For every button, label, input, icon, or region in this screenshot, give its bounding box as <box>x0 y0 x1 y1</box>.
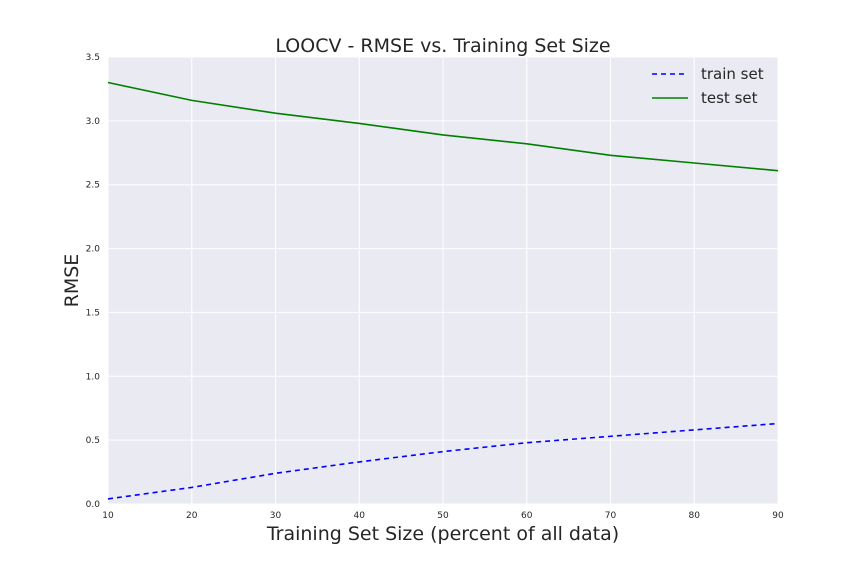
legend-label: test set <box>701 89 758 107</box>
y-axis-label: RMSE <box>61 254 83 308</box>
chart-title: LOOCV - RMSE vs. Training Set Size <box>275 35 610 57</box>
x-tick-label: 50 <box>437 511 449 521</box>
y-tick-label: 0.5 <box>86 436 100 446</box>
y-tick-label: 3.0 <box>86 117 101 127</box>
x-tick-label: 80 <box>689 511 701 521</box>
x-tick-label: 20 <box>186 511 198 521</box>
y-tick-label: 2.5 <box>86 181 100 191</box>
x-tick-label: 60 <box>521 511 533 521</box>
y-tick-label: 1.0 <box>86 372 101 382</box>
train-set-line <box>107 422 779 500</box>
y-tick-label: 1.5 <box>86 308 100 318</box>
legend-label: train set <box>701 65 764 83</box>
x-tick-label: 40 <box>354 511 366 521</box>
x-tick-label: 30 <box>270 511 282 521</box>
series-lines <box>107 81 779 500</box>
y-tick-label: 2.0 <box>86 245 101 255</box>
x-tick-label: 70 <box>605 511 617 521</box>
x-axis-label: Training Set Size (percent of all data) <box>266 523 619 545</box>
legend: train set test set <box>652 65 764 107</box>
y-tick-label: 0.0 <box>86 500 101 510</box>
y-axis-ticks: 0.0 0.5 1.0 1.5 2.0 2.5 3.0 3.5 <box>86 53 101 510</box>
x-tick-label: 90 <box>772 511 784 521</box>
test-set-line <box>107 81 779 172</box>
grid <box>107 56 779 505</box>
x-tick-label: 10 <box>102 511 114 521</box>
x-axis-ticks: 10 20 30 40 50 60 70 80 90 <box>102 511 784 521</box>
y-tick-label: 3.5 <box>86 53 100 63</box>
